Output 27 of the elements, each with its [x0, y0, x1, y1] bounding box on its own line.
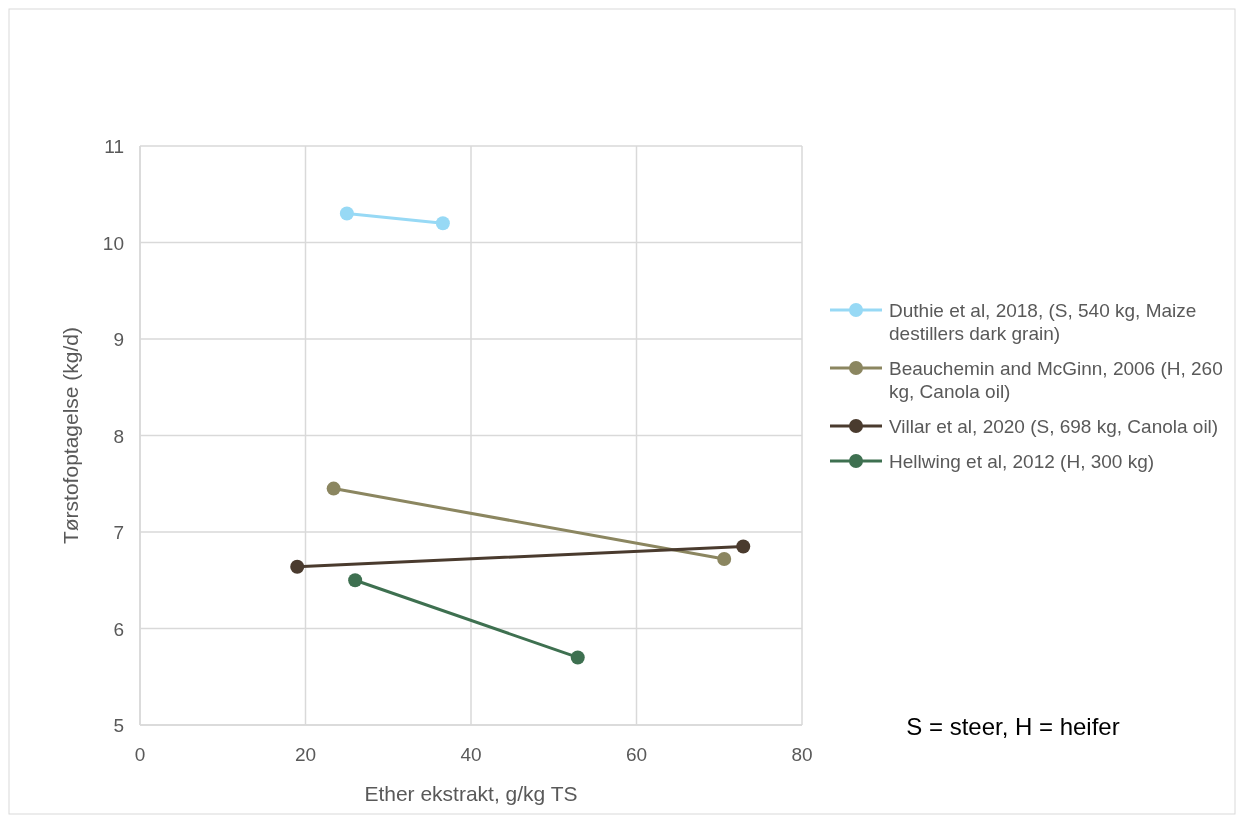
legend-label: Hellwing et al, 2012 (H, 300 kg): [889, 451, 1155, 472]
x-tick-label: 60: [625, 744, 648, 765]
y-tick-label: 5: [113, 715, 124, 736]
y-axis-title: Tørstofoptagelse (kg/d): [59, 326, 82, 545]
legend-label: Beauchemin and McGinn, 2006 (H, 260 kg, Canola oil): [889, 358, 1223, 402]
y-tick-label: 6: [113, 618, 124, 640]
point: [570, 650, 585, 665]
x-tick-label: 0: [134, 744, 146, 765]
x-tick-label: 40: [460, 744, 482, 765]
point: [339, 206, 354, 221]
y-tick-label: 11: [104, 136, 124, 157]
y-tick-label: 10: [102, 232, 124, 254]
y-tick-label: 9: [113, 329, 124, 350]
point: [435, 216, 450, 231]
legend-label: Duthie et al, 2018, (S, 540 kg, Maize destillers dark grain): [889, 300, 1197, 344]
x-axis-title: Ether ekstrakt, g/kg TS: [364, 782, 578, 805]
point: [290, 559, 305, 574]
x-tick-label: 80: [791, 744, 813, 765]
legend-label: Villar et al, 2020 (S, 698 kg, Canola oil): [889, 416, 1219, 437]
point: [348, 573, 363, 588]
y-tick-label: 8: [113, 425, 124, 447]
point: [717, 552, 732, 567]
point: [326, 481, 341, 496]
x-tick-label: 20: [294, 744, 317, 765]
point: [736, 539, 751, 554]
text: S = steer, H = heifer: [906, 713, 1120, 740]
y-tick-label: 7: [113, 522, 124, 543]
